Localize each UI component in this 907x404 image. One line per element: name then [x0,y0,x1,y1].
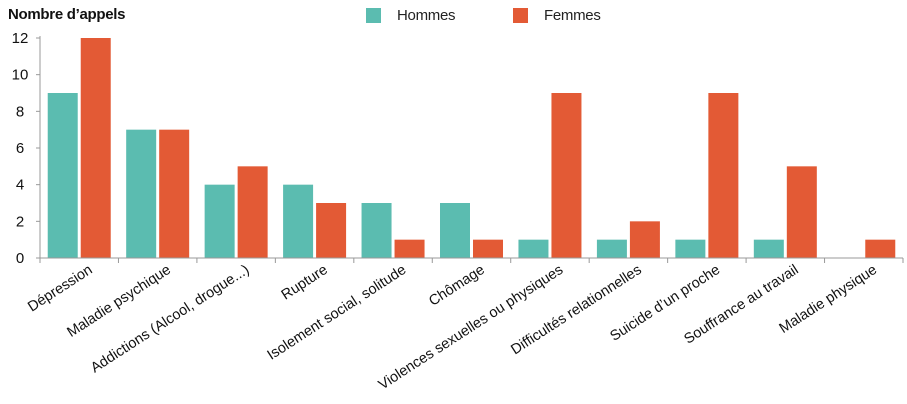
bar-femmes [237,166,268,258]
legend-swatch-hommes [366,8,381,23]
legend-swatch-femmes [513,8,528,23]
bar-hommes [753,239,784,258]
y-tick-label: 0 [16,250,24,267]
bar-femmes [865,239,896,258]
bar-hommes [440,203,470,258]
x-tick-label: Rupture [279,262,331,304]
x-tick-label: Difficultés relationnelles [508,262,644,358]
x-tick-label: Dépression [25,262,95,315]
x-tick-label: Addictions (Alcool, drogue...) [88,262,252,376]
bar-hommes [675,239,706,258]
legend-item-femmes: Femmes [513,7,601,24]
bar-femmes [551,93,582,258]
y-tick-label: 6 [16,140,24,157]
y-tick-label: 2 [16,213,24,230]
bar-hommes [361,203,392,258]
y-tick-label: 8 [16,103,24,120]
y-axis-title: Nombre d’appels [8,6,126,23]
bar-femmes [159,129,190,258]
x-tick-label: Chômage [426,262,487,310]
legend-label-hommes: Hommes [397,7,456,24]
legend-item-hommes: Hommes [366,7,456,24]
legend-label-femmes: Femmes [544,7,601,24]
x-tick-label: Isolement social, solitude [265,262,410,364]
legend: Hommes Femmes [0,7,907,27]
bar-femmes [80,38,111,258]
bar-hommes [47,93,78,258]
y-tick-label: 12 [12,30,29,47]
bar-hommes [518,239,549,258]
bar-femmes [473,239,503,258]
y-tick-label: 4 [16,177,24,194]
bar-hommes [596,239,627,258]
y-tick-label: 10 [12,67,29,84]
bar-femmes [316,203,347,258]
bar-hommes [126,129,157,258]
bar-femmes [394,239,425,258]
bar-femmes [629,221,660,258]
bar-femmes [708,93,739,258]
bar-femmes [786,166,817,258]
bar-hommes [204,184,235,258]
bar-hommes [283,184,314,258]
